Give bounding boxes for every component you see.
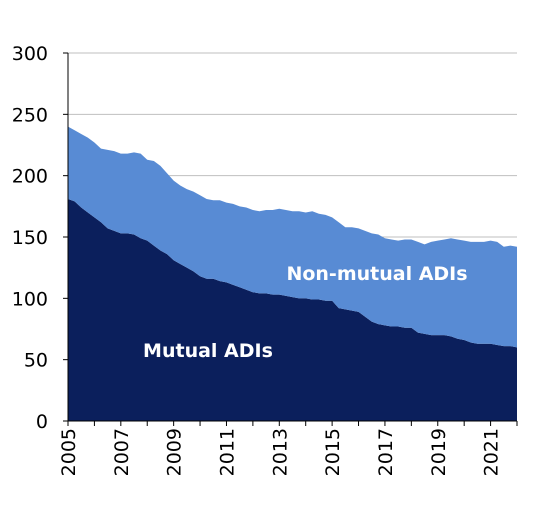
area-series-1 [68, 198, 517, 421]
y-tick-label-150: 150 [12, 227, 48, 249]
x-tick-label-2019: 2019 [428, 428, 450, 476]
y-tick-label-250: 250 [12, 104, 48, 126]
series-label-1: Non-mutual ADIs [286, 263, 467, 285]
x-tick-label-2015: 2015 [322, 428, 344, 476]
y-tick-label-0: 0 [36, 411, 48, 433]
x-tick-label-2017: 2017 [375, 428, 397, 476]
x-axis-ticks: 2005 2007 2009 2011 2013 2015 2017 2019 2021 [58, 421, 518, 476]
x-tick-label-2005: 2005 [58, 428, 80, 476]
x-tick-label-2009: 2009 [164, 428, 186, 476]
y-tick-label-200: 200 [12, 166, 48, 188]
stacked-areas [68, 126, 517, 421]
area-series-2 [68, 126, 517, 348]
y-tick-label-50: 50 [24, 350, 48, 372]
series-label-2: Mutual ADIs [143, 340, 273, 362]
x-tick-label-2011: 2011 [216, 428, 238, 476]
series-labels: Non-mutual ADIs Mutual ADIs [143, 263, 468, 362]
y-tick-label-100: 100 [12, 288, 48, 310]
x-tick-label-2021: 2021 [481, 428, 503, 476]
y-tick-label-300: 300 [12, 43, 48, 65]
x-tick-label-2013: 2013 [269, 428, 291, 476]
y-axis-ticks: 0 50 100 150 200 250 300 [12, 43, 68, 433]
x-tick-label-2007: 2007 [111, 428, 133, 476]
